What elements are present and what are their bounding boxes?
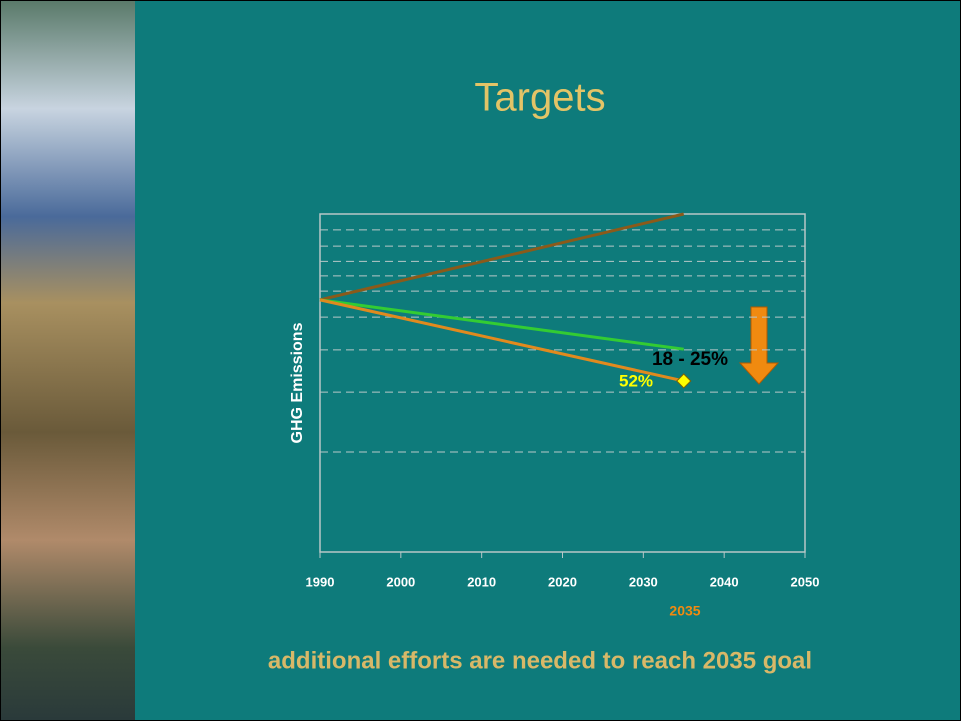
- x-tick-label: 2020: [548, 574, 577, 589]
- x-tick-label: 2050: [791, 574, 820, 589]
- series-line: [319, 298, 684, 351]
- x-tick-label: 2010: [467, 574, 496, 589]
- footer-text: additional efforts are needed to reach 2…: [268, 647, 812, 674]
- annotation: 52%: [619, 371, 653, 390]
- x-tick-label: 1990: [306, 574, 335, 589]
- x-tick-label: 2030: [629, 574, 658, 589]
- title: Targets: [474, 76, 605, 120]
- arrow: [738, 306, 780, 385]
- x-tick-label: 2000: [386, 574, 415, 589]
- y-axis-label: GHG Emissions: [289, 322, 306, 443]
- series-line: [319, 212, 685, 302]
- photo-strip: [1, 1, 135, 720]
- annotation: 2035: [669, 603, 700, 619]
- series-line: [319, 298, 685, 383]
- annotation: 18 - 25%: [652, 349, 728, 370]
- target-marker: [676, 373, 692, 389]
- x-tick-label: 2040: [710, 574, 739, 589]
